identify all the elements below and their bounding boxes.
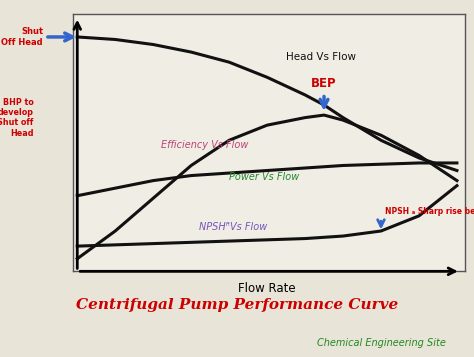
Text: BHP to
develop
Shut off
Head: BHP to develop Shut off Head <box>0 97 34 138</box>
Text: Head Vs Flow: Head Vs Flow <box>286 52 356 62</box>
Text: NPSHᴿVs Flow: NPSHᴿVs Flow <box>199 222 267 232</box>
Text: Centrifugal Pump Performance Curve: Centrifugal Pump Performance Curve <box>76 298 398 312</box>
Text: Flow Rate: Flow Rate <box>238 282 296 296</box>
Text: Chemical Engineering Site: Chemical Engineering Site <box>317 338 446 348</box>
Text: Power Vs Flow: Power Vs Flow <box>229 172 300 182</box>
Text: Shut
Off Head: Shut Off Head <box>1 27 43 47</box>
Text: BEP: BEP <box>311 77 337 90</box>
Text: Efficiency Vs Flow: Efficiency Vs Flow <box>161 140 248 150</box>
Text: NPSH ₐ Sharp rise beyond BEP: NPSH ₐ Sharp rise beyond BEP <box>385 207 474 216</box>
